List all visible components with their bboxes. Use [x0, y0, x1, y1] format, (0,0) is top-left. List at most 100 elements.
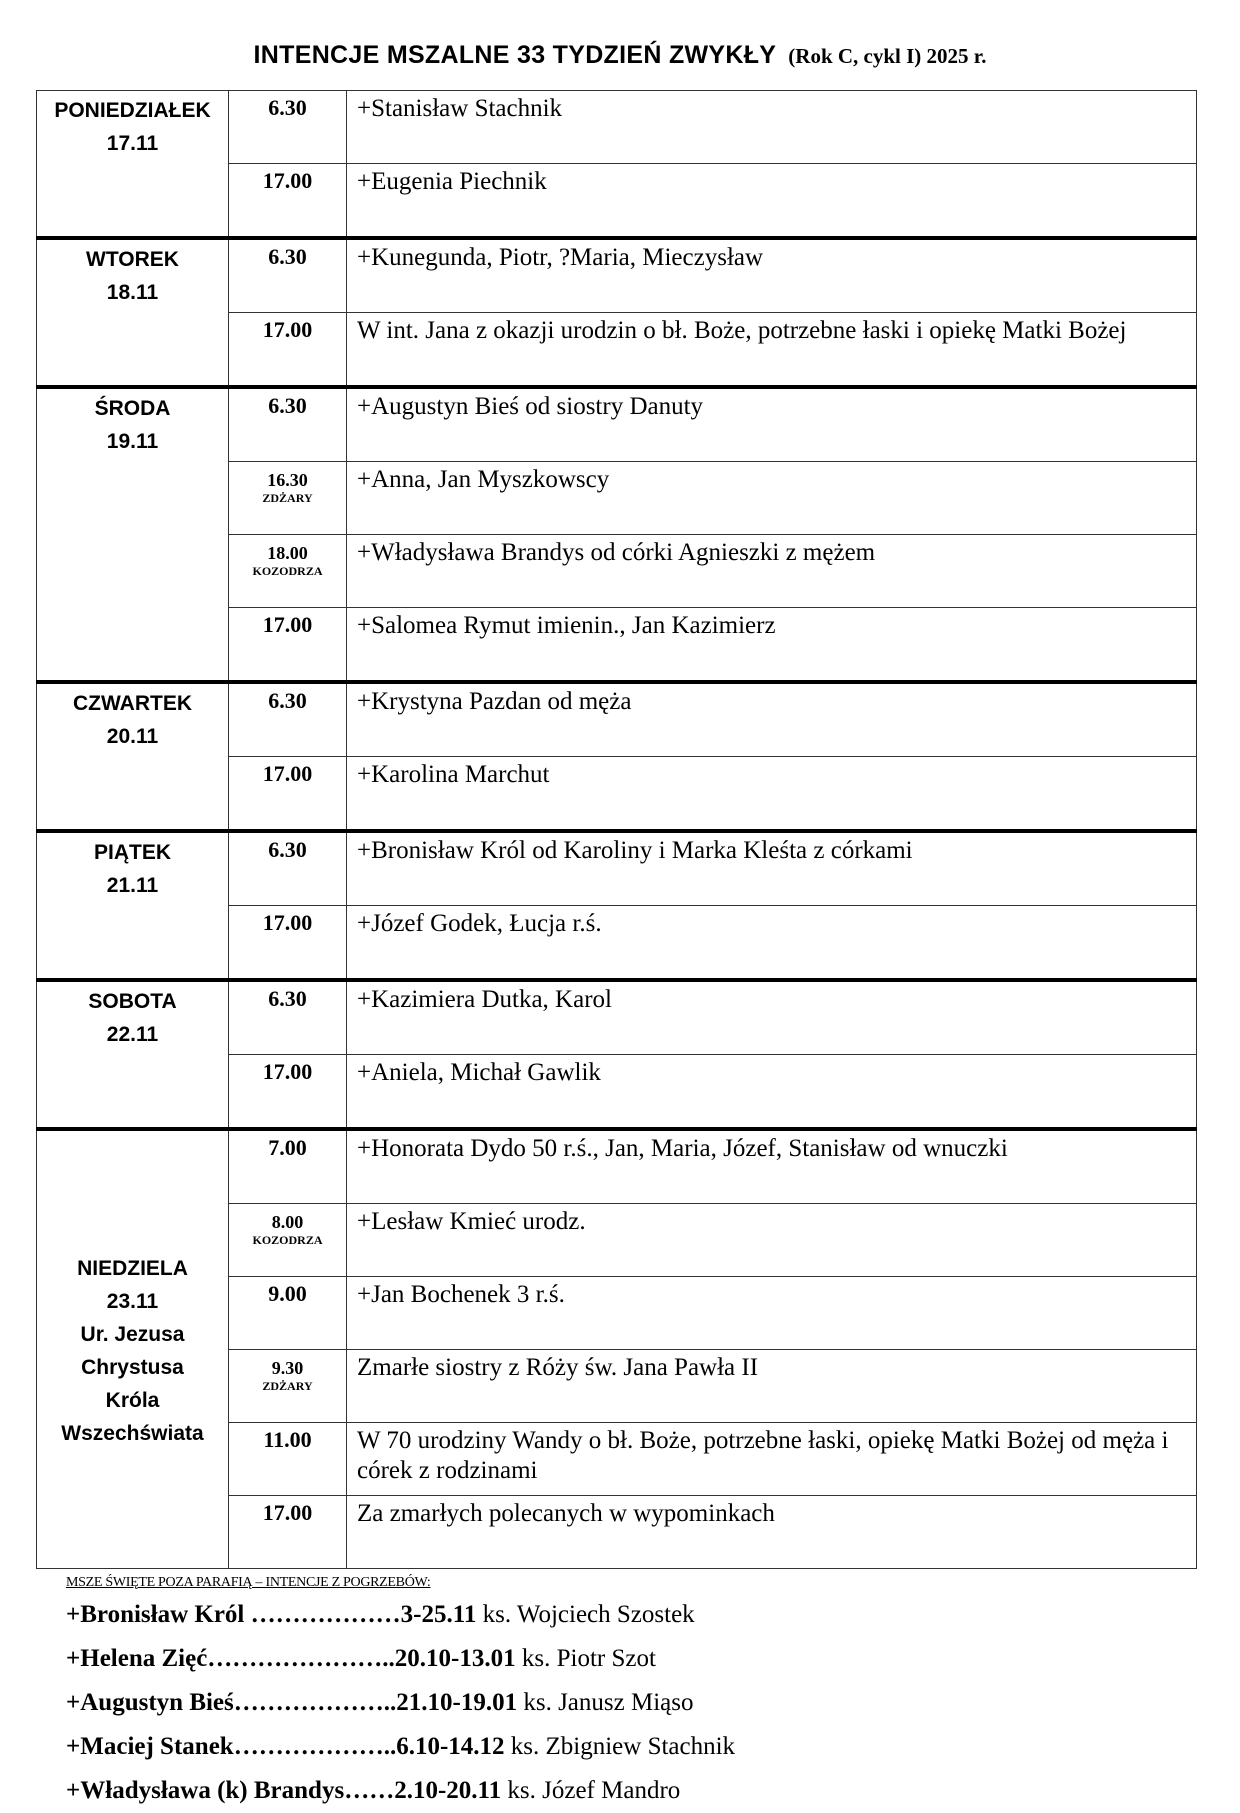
priest-name: ks. Zbigniew Stachnik — [510, 1733, 736, 1760]
mass-intention: +Krystyna Pazdan od męża — [346, 680, 1197, 757]
mass-intention: +Kunegunda, Piotr, ?Maria, Mieczysław — [346, 236, 1197, 313]
day-date: 19.11 — [106, 430, 159, 453]
time-value: 9.30 — [271, 1358, 304, 1378]
day-cell: WTOREK 18.11 — [36, 236, 229, 388]
day-name: PIĄTEK — [93, 841, 171, 864]
time-value: 6.30 — [268, 393, 307, 418]
mass-intention: +Lesław Kmieć urodz. — [346, 1203, 1197, 1277]
table-row: 17.00 +Józef Godek, Łucja r.ś. — [37, 905, 1197, 981]
priest-name: ks. Wojciech Szostek — [482, 1601, 695, 1628]
day-cell: SOBOTA 22.11 — [36, 978, 229, 1130]
table-row: NIEDZIELA 23.11 Ur. Jezusa Chrystusa Król… — [36, 1127, 1197, 1569]
mass-time: 11.00 — [228, 1422, 347, 1496]
time-value: 17.00 — [262, 317, 313, 342]
mass-intention: +Władysława Brandys od córki Agnieszki z… — [346, 534, 1197, 608]
day-date: 20.11 — [106, 725, 159, 748]
mass-intention: +Aniela, Michał Gawlik — [346, 1054, 1197, 1130]
feast-name: Ur. Jezusa Chrystusa Króla Wszechświata — [61, 1323, 204, 1445]
mass-location: KOZODRZA — [252, 564, 323, 578]
mass-time: 6.30 — [228, 978, 347, 1055]
outside-intention: +Władysława (k) Brandys……2.10-20.11 ks. … — [66, 1769, 1240, 1813]
mass-time: 9.30 ZDŻARY — [228, 1349, 347, 1423]
mass-time: 9.00 — [228, 1276, 347, 1350]
table-row: 17.00 W int. Jana z okazji urodzin o bł. … — [37, 312, 1197, 388]
table-row: 17.00 +Aniela, Michał Gawlik — [37, 1054, 1197, 1130]
day-name: PONIEDZIAŁEK — [54, 99, 211, 122]
table-row: 9.30 ZDŻARY Zmarłe siostry z Róży św. Jana… — [37, 1349, 1197, 1423]
mass-time: 6.30 — [228, 385, 347, 462]
deceased-name: +Bronisław Król — [66, 1601, 245, 1628]
dot-leader: ……………….. — [233, 1689, 397, 1716]
mass-location: ZDŻARY — [262, 1379, 313, 1393]
mass-intention: +Jan Bochenek 3 r.ś. — [346, 1276, 1197, 1350]
table-row: PONIEDZIAŁEK 17.11 6.30 +Stanisław Stachni… — [36, 90, 1197, 239]
time-value: 6.30 — [268, 688, 307, 713]
mass-location: ZDŻARY — [262, 491, 313, 505]
outside-heading: MSZE ŚWIĘTE POZA PARAFIĄ – INTENCJE Z PO… — [66, 1575, 431, 1590]
table-row: ŚRODA 19.11 6.30 +Augustyn Bieś od siostry… — [36, 385, 1197, 683]
mass-intention: +Augustyn Bieś od siostry Danuty — [346, 385, 1197, 462]
mass-intention: +Kazimiera Dutka, Karol — [346, 978, 1197, 1055]
mass-time: 16.30 ZDŻARY — [228, 461, 347, 535]
mass-intention: +Salomea Rymut imienin., Jan Kazimierz — [346, 607, 1197, 683]
day-name: ŚRODA — [94, 397, 171, 420]
priest-name: ks. Józef Mandro — [507, 1777, 681, 1804]
mass-time: 8.00 KOZODRZA — [228, 1203, 347, 1277]
day-date: 21.11 — [106, 874, 159, 897]
page-title: INTENCJE MSZALNE 33 TYDZIEŃ ZWYKŁY (Rok … — [0, 0, 1240, 76]
day-name: NIEDZIELA — [77, 1257, 188, 1280]
day-date: 17.11 — [106, 132, 159, 155]
time-value: 11.00 — [263, 1427, 312, 1452]
time-value: 6.30 — [268, 244, 307, 269]
date-range: 3-25.11 — [400, 1601, 477, 1628]
day-cell: PIĄTEK 21.11 — [36, 829, 229, 981]
mass-intention: W 70 urodziny Wandy o bł. Boże, potrzebn… — [346, 1422, 1197, 1496]
mass-intention: Zmarłe siostry z Róży św. Jana Pawła II — [346, 1349, 1197, 1423]
mass-intention: Za zmarłych polecanych w wypominkach — [346, 1495, 1197, 1569]
day-cell: CZWARTEK 20.11 — [36, 680, 229, 832]
dot-leader: ……………… — [244, 1601, 401, 1628]
table-row: 16.30 ZDŻARY +Anna, Jan Myszkowscy — [37, 461, 1197, 535]
mass-time: 17.00 — [228, 163, 347, 239]
priest-name: ks. Janusz Miąso — [523, 1689, 694, 1716]
day-cell: PONIEDZIAŁEK 17.11 — [36, 90, 229, 239]
table-row: 17.00 +Salomea Rymut imienin., Jan Kazimi… — [37, 607, 1197, 683]
mass-time: 18.00 KOZODRZA — [228, 534, 347, 608]
time-value: 8.00 — [271, 1212, 304, 1232]
mass-intention: +Józef Godek, Łucja r.ś. — [346, 905, 1197, 981]
deceased-name: +Augustyn Bieś — [66, 1689, 234, 1716]
time-value: 17.00 — [262, 612, 313, 637]
mass-intention: +Bronisław Król od Karoliny i Marka Kleś… — [346, 829, 1197, 906]
time-value: 18.00 — [267, 543, 308, 563]
mass-intention: +Karolina Marchut — [346, 756, 1197, 832]
title-main: INTENCJE MSZALNE 33 TYDZIEŃ ZWYKŁY — [253, 41, 777, 69]
time-value: 6.30 — [268, 95, 307, 120]
time-value: 17.00 — [262, 910, 313, 935]
outside-intention: +Maciej Stanek………………..6.10-14.12 ks. Zbi… — [66, 1725, 1240, 1769]
date-range: 21.10-19.01 — [396, 1689, 518, 1716]
mass-intention: +Eugenia Piechnik — [346, 163, 1197, 239]
date-range: 20.10-13.01 — [394, 1645, 516, 1672]
outside-intention: +Augustyn Bieś………………..21.10-19.01 ks. Ja… — [66, 1681, 1240, 1725]
table-row: CZWARTEK 20.11 6.30 +Krystyna Pazdan od mę… — [36, 680, 1197, 832]
outside-intention: +Helena Zięć…………………..20.10-13.01 ks. Pio… — [66, 1637, 1240, 1681]
mass-time: 6.30 — [228, 680, 347, 757]
mass-intention: +Anna, Jan Myszkowscy — [346, 461, 1197, 535]
deceased-name: +Władysława (k) Brandys — [66, 1777, 345, 1804]
mass-intention: +Stanisław Stachnik — [346, 90, 1197, 164]
table-row: 9.00 +Jan Bochenek 3 r.ś. — [37, 1276, 1197, 1350]
mass-time: 7.00 — [228, 1127, 347, 1204]
time-value: 17.00 — [262, 1059, 313, 1084]
deceased-name: +Helena Zięć — [66, 1645, 208, 1672]
priest-name: ks. Piotr Szot — [521, 1645, 656, 1672]
time-value: 9.00 — [268, 1281, 307, 1306]
time-value: 6.30 — [268, 837, 307, 862]
date-range: 6.10-14.12 — [396, 1733, 505, 1760]
day-cell: NIEDZIELA 23.11 Ur. Jezusa Chrystusa Król… — [36, 1127, 229, 1569]
intentions-table: PONIEDZIAŁEK 17.11 6.30 +Stanisław Stachni… — [36, 90, 1197, 1569]
date-range: 2.10-20.11 — [394, 1777, 502, 1804]
day-date: 22.11 — [106, 1023, 159, 1046]
mass-time: 6.30 — [228, 90, 347, 164]
day-name: WTOREK — [86, 248, 179, 271]
time-value: 17.00 — [262, 761, 313, 786]
